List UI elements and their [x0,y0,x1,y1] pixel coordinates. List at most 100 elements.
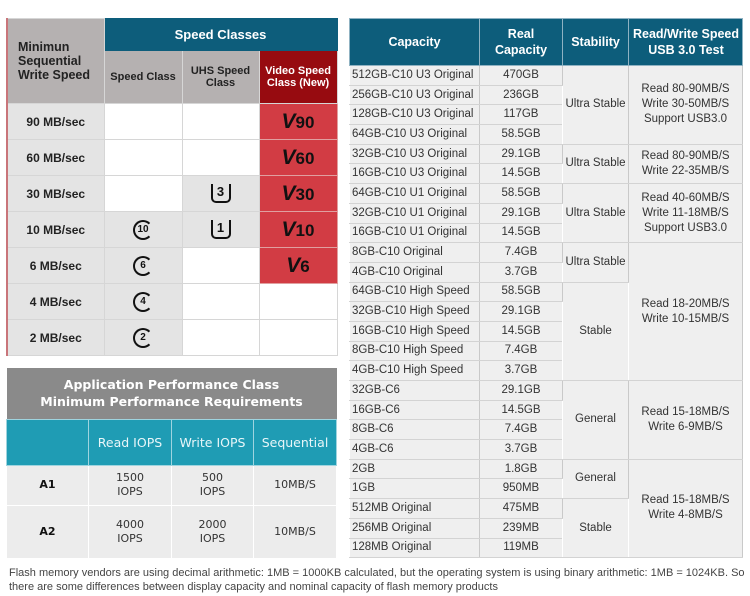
speed-value: 6 MB/sec [6,247,105,284]
stability-cell: Ultra Stable [562,183,629,244]
capacity-cell: 2GB [349,458,480,480]
speed-class-cell: 6 [103,247,183,284]
uhs-class-cell [181,103,260,140]
table-row: 16GB-C10 High Speed 14.5GB [349,320,743,342]
speed-line: Write 30-50MB/S [641,98,730,111]
v-glyph: V [281,109,296,133]
video-speed-class-header: Video Speed Class (New) [258,50,338,104]
real-capacity-cell: 58.5GB [479,281,563,303]
v-glyph: V [281,181,296,205]
real-capacity-cell: 14.5GB [479,163,563,185]
speed-value: 90 MB/sec [6,103,105,140]
table-row: 8GB-C10 High Speed 7.4GB [349,340,743,362]
capacity-cell: 128MB Original [349,537,480,559]
table-row: 60 MB/sec V60 [6,139,338,176]
speed-class-10-icon: 10 [133,219,153,240]
capacity-cell: 8GB-C10 High Speed [349,340,480,362]
table-row: 512GB-C10 U3 Original 470GB Ultra Stable Re… [349,65,743,145]
video-class-v60-icon: V60 [282,146,315,169]
table-row: 4GB-C10 High Speed 3.7GB [349,360,743,381]
speed-line: Write 4-8MB/S [648,509,723,522]
speed-line: Write 6-9MB/S [648,420,723,433]
speed-class-4-icon: 4 [133,291,153,312]
read-iops: 4000 IOPS [88,504,172,559]
real-capacity-cell: 29.1GB [479,380,563,401]
capacity-cell: 256GB-C10 U3 Original [349,84,480,106]
capacity-cell: 8GB-C6 [349,419,480,441]
col-header-write-iops: Write IOPS [171,418,254,466]
speed-line: Support USB3.0 [643,113,728,126]
capacity-cell: 16GB-C6 [349,399,480,421]
speed-classes-table: Minimun Sequential Write Speed Speed Cla… [6,18,338,356]
col-header-sequential: Sequential [253,418,337,466]
video-class-v90-icon: V90 [281,109,315,133]
capacity-cell: 512MB Original [349,498,480,519]
stability-cell: General [562,458,629,500]
capacity-cell: 64GB-C10 U3 Original [349,124,480,145]
real-capacity-cell: 58.5GB [479,183,563,204]
table-row: 2GB 1.8GB General Read 15-18MB/S Write 4-8MB… [349,458,743,559]
uhs-class-cell: 1 [181,211,260,248]
video-class-cell: V30 [258,175,338,212]
col-header-speed: Read/Write Speed USB 3.0 Test [628,18,743,66]
table-row: 32GB-C10 U3 Original 29.1GB Ultra Stable Re… [349,143,743,185]
stability-cell: Ultra Stable [562,65,629,145]
sequential: 10MB/S [253,504,337,559]
capacity-cell: 4GB-C6 [349,439,480,460]
speed-test-cell: Read 15-18MB/S Write 6-9MB/S [628,380,743,460]
capacity-cell: 16GB-C10 U3 Original [349,163,480,185]
speed-line: Write 22-35MB/S [641,164,730,177]
speed-line: Read 80-90MB/S [641,149,730,162]
video-class-number: 6 [300,256,310,276]
capacity-cell: 1GB [349,478,480,500]
speed-value: 10 MB/sec [6,211,105,248]
app-table-title: Application Performance Class Minimum Per… [6,368,337,419]
real-capacity-cell: 58.5GB [479,124,563,145]
speed-line: Read 15-18MB/S [641,405,730,418]
real-capacity-cell: 29.1GB [479,143,563,165]
col-header-read-iops: Read IOPS [88,418,172,466]
speed-class-cell [103,139,183,176]
video-class-v6-icon: V6 [286,254,310,277]
table-row: 256GB-C10 U3 Original 236GB [349,84,743,106]
real-capacity-cell: 14.5GB [479,320,563,342]
real-capacity-cell: 14.5GB [479,222,563,244]
class-label: A1 [6,464,89,506]
label: Real Capacity [494,27,548,57]
sequential: 10MB/S [253,464,337,506]
uhs-speed-class-header: UHS Speed Class [181,50,260,104]
uhs-class-cell [181,139,260,176]
speed-class-cell: 2 [103,319,183,356]
video-class-number: 60 [295,148,315,168]
table-row: 8GB-C10 Original 7.4GB Ultra Stable Read 18… [349,242,743,381]
table-row: 90 MB/sec V90 [6,103,338,140]
table-row: 6 MB/sec 6 V6 [6,247,338,284]
speed-test-cell: Read 15-18MB/S Write 4-8MB/S [628,458,743,559]
video-class-v10-icon: V10 [282,218,315,241]
col-header-stability: Stability [562,18,629,66]
speed-value: 2 MB/sec [6,319,105,356]
table-row: 128GB-C10 U3 Original 117GB [349,104,743,126]
real-capacity-cell: 3.7GB [479,360,563,381]
video-class-v30-icon: V30 [281,181,315,205]
capacity-cell: 64GB-C10 High Speed [349,281,480,303]
speed-line: Support USB3.0 [643,221,728,234]
capacity-cell: 4GB-C10 Original [349,261,480,283]
value: 1500 IOPS [116,471,144,498]
speed-line: Read 80-90MB/S [641,83,730,96]
table-row: 30 MB/sec 3 V30 [6,175,338,212]
speed-line: Write 10-15MB/S [641,312,730,325]
table-row: 32GB-C6 29.1GB General Read 15-18MB/S Write … [349,380,743,460]
stability-cell: Ultra Stable [562,242,629,283]
speed-line: Write 11-18MB/S [642,206,729,219]
video-class-cell: V90 [258,103,338,140]
real-capacity-cell: 7.4GB [479,340,563,362]
speed-class-6-icon: 6 [133,255,153,276]
class-label: A2 [6,504,89,559]
value: 2000 IOPS [198,517,227,545]
speed-classes-header: Speed Classes [103,18,338,51]
table-row: 2 MB/sec 2 [6,319,338,356]
table-row: 1GB 950MB [349,478,743,500]
capacity-cell: 16GB-C10 U1 Original [349,222,480,244]
col-header-real-capacity: Real Capacity [479,18,563,66]
